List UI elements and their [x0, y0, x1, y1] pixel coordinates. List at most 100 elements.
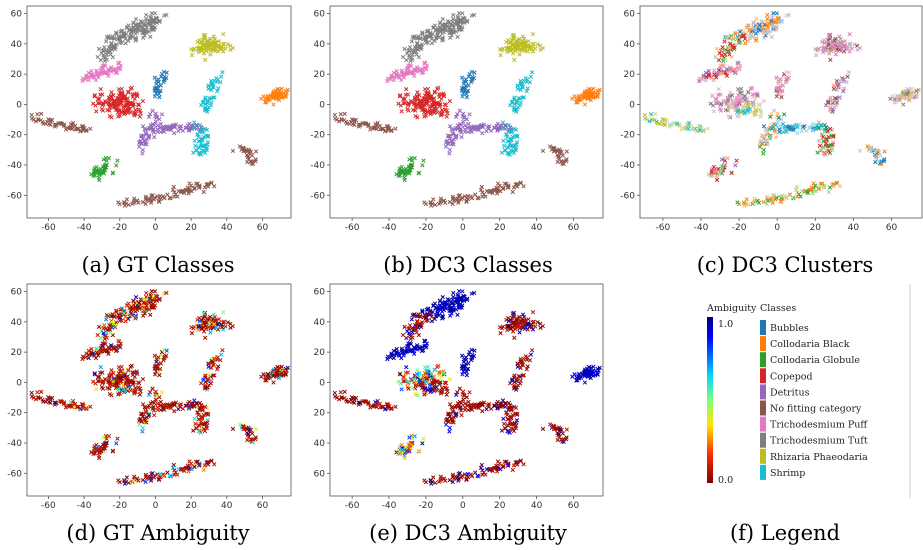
point: [522, 40, 527, 46]
legend-label: Bubbles: [770, 323, 809, 334]
point: [116, 87, 122, 92]
point: [136, 23, 142, 28]
point: [215, 89, 220, 94]
point: [209, 180, 214, 185]
point: [285, 87, 291, 92]
x-tick-label: 40: [848, 223, 860, 233]
point: [122, 110, 128, 116]
point: [172, 194, 177, 199]
point: [225, 42, 230, 47]
point: [405, 92, 411, 97]
point: [187, 121, 192, 127]
point: [107, 102, 113, 107]
point: [402, 46, 407, 52]
point: [203, 57, 208, 62]
point: [121, 108, 127, 114]
point: [104, 52, 109, 57]
point: [138, 19, 143, 24]
point: [410, 57, 415, 62]
y-tick-label: -20: [310, 131, 325, 141]
point: [404, 71, 409, 76]
point: [132, 111, 137, 117]
point: [126, 23, 131, 28]
point: [423, 108, 428, 114]
point: [153, 111, 158, 116]
point: [35, 112, 40, 117]
x-tick-label: 60: [568, 223, 580, 233]
point: [140, 147, 146, 153]
point: [437, 104, 442, 109]
point: [84, 127, 89, 133]
point: [88, 126, 93, 131]
x-tick-label: -60: [345, 501, 360, 511]
point: [283, 93, 288, 99]
point: [36, 117, 41, 123]
point: [103, 162, 108, 168]
point: [283, 88, 288, 93]
point: [535, 42, 540, 47]
point: [462, 129, 468, 135]
x-tick-label: 60: [568, 501, 580, 511]
point: [230, 148, 236, 154]
point: [79, 124, 85, 129]
x-tick-label: -20: [112, 223, 127, 233]
legend-item: Collodaria Globule: [760, 352, 860, 368]
point: [164, 12, 169, 18]
point: [129, 85, 134, 90]
point: [442, 26, 448, 32]
point: [146, 125, 152, 131]
caption-d: (d) GT Ambiguity: [66, 521, 249, 545]
point: [139, 133, 144, 139]
point: [263, 100, 268, 105]
point: [197, 184, 202, 189]
point: [155, 129, 160, 135]
point: [200, 48, 205, 53]
point: [126, 90, 131, 95]
point: [205, 107, 210, 112]
point: [192, 185, 197, 190]
point: [146, 29, 152, 34]
point: [177, 124, 182, 130]
x-tick-label: 0: [460, 501, 466, 511]
point: [108, 93, 114, 99]
point: [94, 169, 99, 174]
x-tick-label: 20: [185, 223, 197, 233]
point: [178, 189, 184, 194]
point: [406, 108, 411, 113]
point: [157, 117, 162, 122]
point: [219, 74, 224, 79]
y-tick-label: 20: [624, 70, 636, 80]
point: [205, 99, 210, 104]
point: [423, 35, 428, 40]
point: [204, 147, 209, 153]
point: [414, 93, 420, 99]
point: [228, 47, 233, 52]
point: [513, 42, 518, 47]
point: [200, 100, 206, 105]
point: [117, 35, 122, 40]
point: [415, 41, 420, 47]
y-tick-label: -40: [7, 439, 22, 449]
point: [448, 35, 453, 40]
point: [100, 92, 105, 97]
point: [41, 121, 46, 126]
point: [159, 112, 165, 117]
point: [197, 40, 203, 46]
point: [197, 129, 202, 135]
point: [458, 23, 463, 29]
point: [98, 67, 103, 73]
point: [156, 199, 162, 205]
point: [161, 195, 167, 201]
point: [130, 104, 136, 109]
point: [533, 46, 538, 51]
point: [144, 12, 149, 18]
point: [388, 77, 393, 82]
point: [127, 101, 133, 107]
point: [434, 101, 439, 107]
point: [201, 99, 206, 104]
point: [186, 191, 191, 196]
y-tick-label: -20: [7, 131, 22, 141]
